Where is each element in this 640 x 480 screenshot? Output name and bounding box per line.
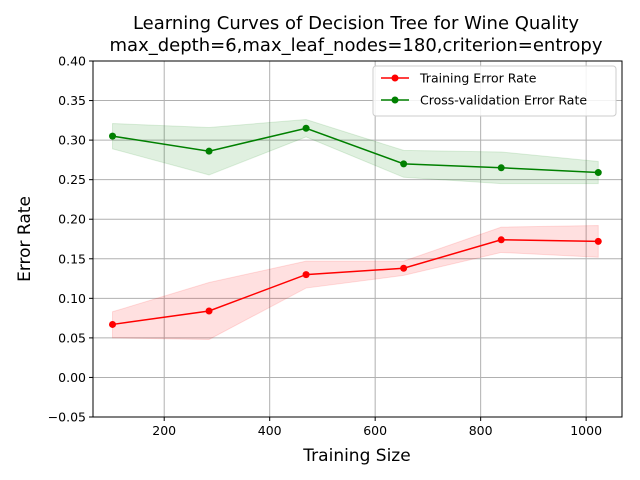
chart-subtitle: max_depth=6,max_leaf_nodes=180,criterion… bbox=[110, 35, 603, 56]
legend-marker-training bbox=[391, 74, 399, 82]
point-cv bbox=[497, 164, 505, 172]
y-tick-label: 0.25 bbox=[58, 172, 86, 187]
y-tick-label: −0.05 bbox=[48, 410, 86, 425]
point-training bbox=[302, 271, 310, 279]
x-tick-label: 1000 bbox=[570, 423, 602, 438]
legend-label-training: Training Error Rate bbox=[419, 71, 537, 86]
x-tick-label: 200 bbox=[152, 423, 176, 438]
confidence-bands bbox=[112, 119, 599, 340]
series-lines bbox=[112, 127, 599, 326]
point-cv bbox=[109, 132, 117, 140]
plot-frame bbox=[92, 60, 623, 418]
y-tick-label: 0.10 bbox=[58, 291, 86, 306]
series-points bbox=[109, 124, 602, 328]
y-axis-ticks: −0.05 0.00 0.05 0.10 0.15 0.20 0.25 0.30 0.35 0.4… bbox=[48, 54, 93, 425]
point-cv bbox=[205, 147, 213, 155]
line-cv bbox=[112, 127, 599, 174]
y-tick-label: 0.00 bbox=[58, 370, 86, 385]
point-cv bbox=[594, 169, 602, 177]
legend-box bbox=[372, 65, 617, 117]
y-tick-label: 0.20 bbox=[58, 212, 86, 227]
line-training bbox=[112, 239, 599, 326]
point-training bbox=[497, 236, 505, 244]
y-tick-label: 0.05 bbox=[58, 330, 86, 345]
legend-marker-cv bbox=[391, 96, 399, 104]
x-axis-ticks: 200 400 600 800 1000 bbox=[152, 417, 602, 438]
point-training bbox=[205, 307, 213, 315]
legend: Training Error Rate Cross-validation Err… bbox=[372, 65, 617, 117]
chart-title: Learning Curves of Decision Tree for Win… bbox=[133, 13, 579, 34]
point-training bbox=[594, 237, 602, 245]
legend-label-cv: Cross-validation Error Rate bbox=[420, 93, 587, 108]
point-training bbox=[400, 264, 408, 272]
x-tick-label: 400 bbox=[258, 423, 282, 438]
y-tick-label: 0.35 bbox=[58, 93, 86, 108]
band-cv bbox=[112, 119, 599, 185]
y-tick-label: 0.30 bbox=[58, 133, 86, 148]
x-tick-label: 600 bbox=[363, 423, 387, 438]
x-axis-label: Training Size bbox=[302, 446, 410, 466]
band-training bbox=[112, 225, 599, 340]
point-training bbox=[109, 320, 117, 328]
y-tick-label: 0.40 bbox=[58, 54, 86, 69]
point-cv bbox=[400, 160, 408, 168]
y-tick-label: 0.15 bbox=[58, 251, 86, 266]
x-tick-label: 800 bbox=[469, 423, 493, 438]
point-cv bbox=[302, 124, 310, 132]
y-axis-label: Error Rate bbox=[15, 196, 35, 282]
